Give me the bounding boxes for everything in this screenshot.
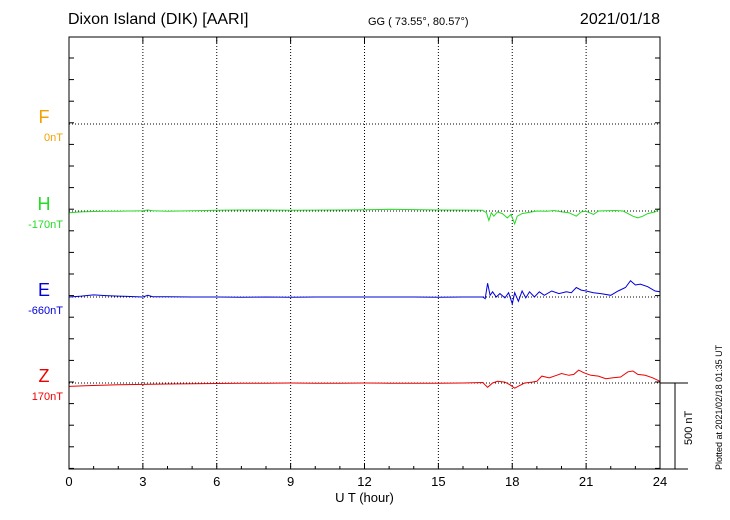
series-name-z: Z bbox=[39, 366, 50, 386]
trace-h bbox=[68, 207, 661, 226]
x-tick-label-3: 3 bbox=[139, 474, 146, 489]
series-baseline-z: 170nT bbox=[32, 391, 63, 403]
series-name-e: E bbox=[38, 280, 50, 300]
x-ticks: 0 3 6 9 12 15 18 21 24 bbox=[65, 37, 667, 489]
station-title: Dixon Island (DIK) [AARI] bbox=[68, 11, 249, 28]
x-tick-label-18: 18 bbox=[505, 474, 519, 489]
x-tick-label-0: 0 bbox=[65, 474, 72, 489]
scale-bar bbox=[660, 382, 688, 470]
date-label: 2021/01/18 bbox=[579, 11, 660, 28]
series-baseline-e: -660nT bbox=[28, 305, 63, 317]
x-tick-label-15: 15 bbox=[431, 474, 445, 489]
series-name-h: H bbox=[38, 194, 51, 214]
series-baseline-f: 0nT bbox=[44, 132, 63, 144]
scale-bar-label: 500 nT bbox=[683, 410, 695, 445]
x-axis-label: U T (hour) bbox=[335, 490, 394, 505]
trace-e bbox=[68, 279, 661, 306]
x-tick-label-21: 21 bbox=[579, 474, 593, 489]
x-tick-label-9: 9 bbox=[287, 474, 294, 489]
baselines bbox=[69, 123, 660, 384]
traces bbox=[68, 207, 661, 389]
grid bbox=[142, 37, 587, 469]
x-tick-label-12: 12 bbox=[357, 474, 371, 489]
geographic-coords: GG ( 73.55°, 80.57°) bbox=[368, 16, 469, 28]
series-baseline-h: -170nT bbox=[28, 219, 63, 231]
y-ticks bbox=[69, 57, 660, 469]
x-tick-label-6: 6 bbox=[213, 474, 220, 489]
x-tick-label-24: 24 bbox=[653, 474, 667, 489]
series-name-f: F bbox=[39, 107, 50, 127]
plotted-footnote: Plotted at 2021/02/18 01:35 UT bbox=[714, 344, 724, 470]
series-labels: F 0nT H -170nT E -660nT Z 170nT bbox=[28, 107, 63, 403]
trace-z bbox=[68, 369, 661, 389]
